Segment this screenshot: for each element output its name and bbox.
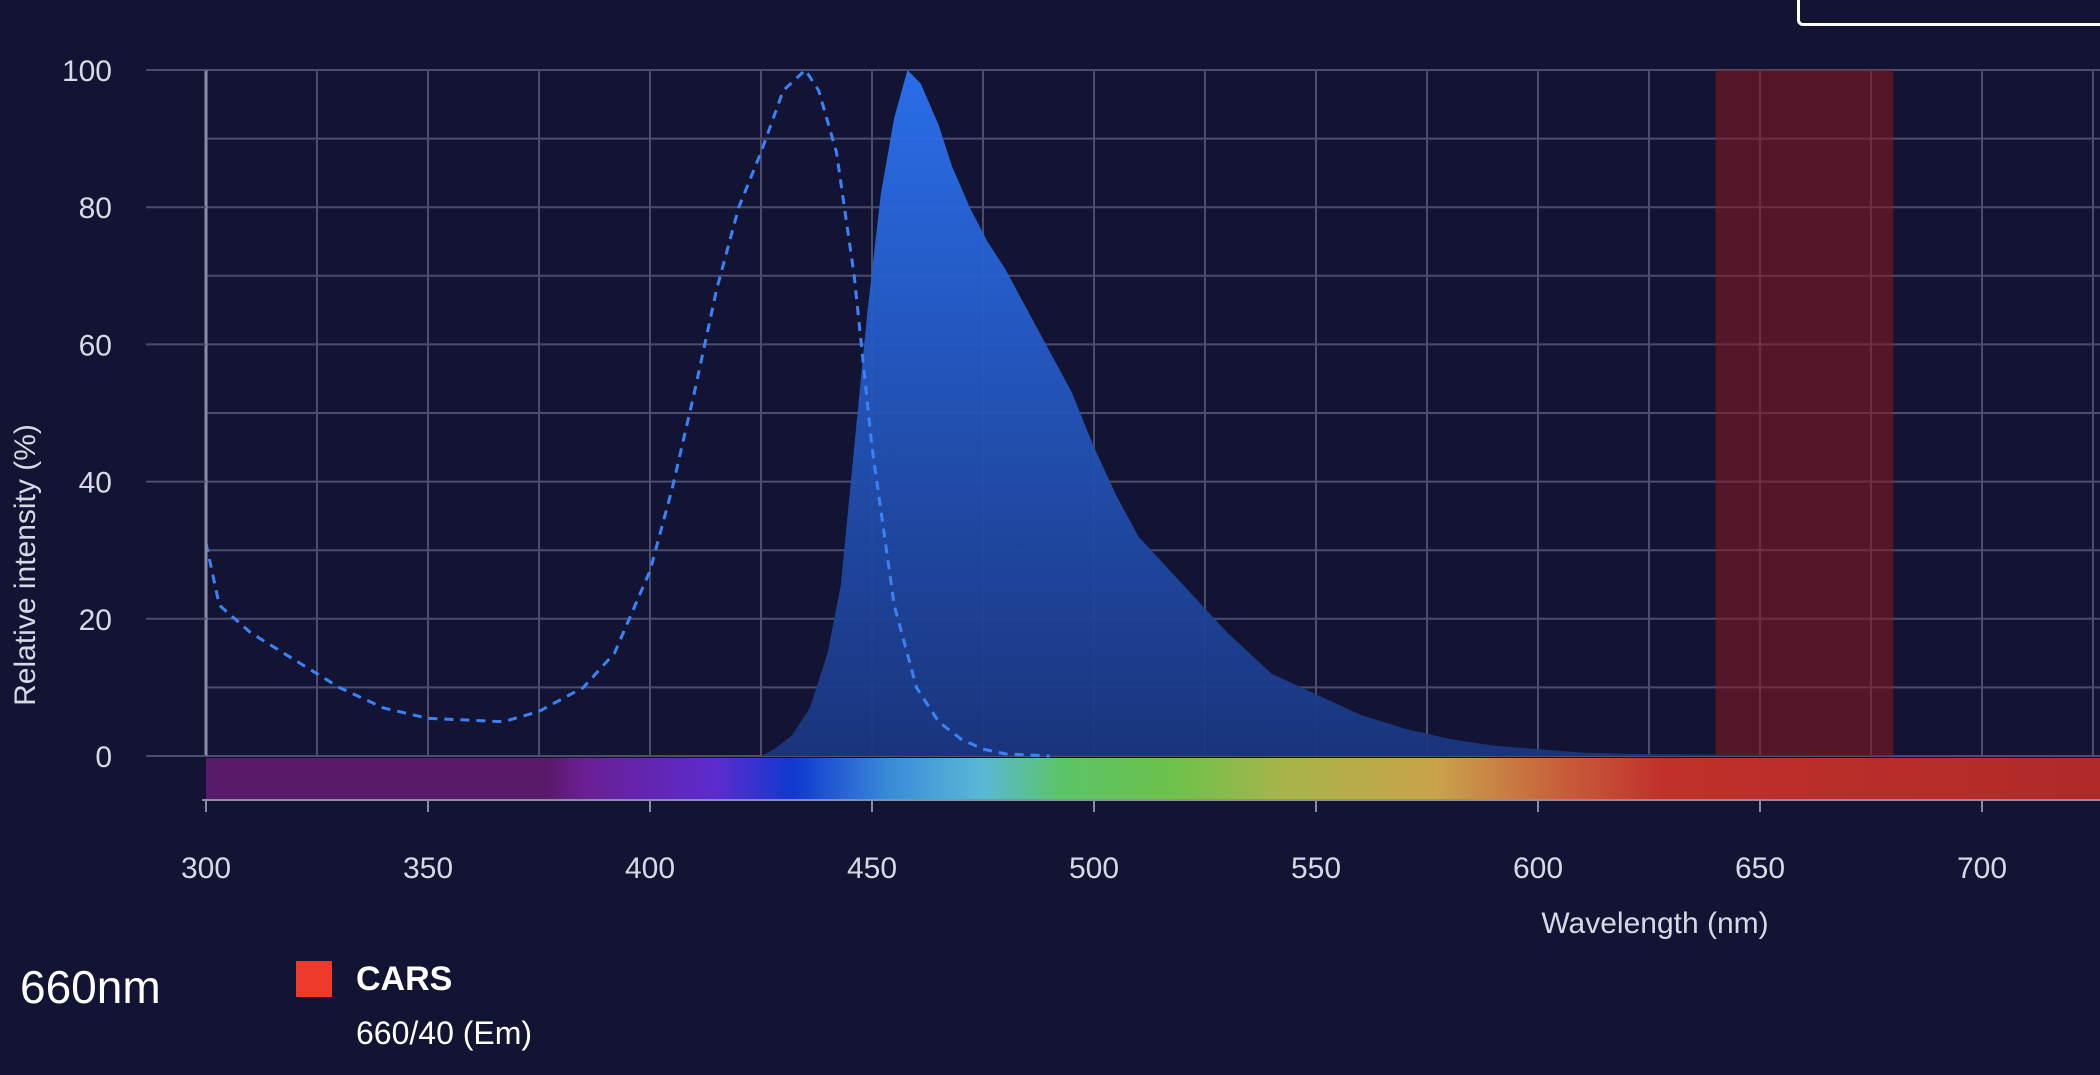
y-tick-label: 20 <box>79 604 112 637</box>
x-tick-label: 500 <box>1069 852 1119 885</box>
x-tick-label: 300 <box>181 852 231 885</box>
top-control-box[interactable] <box>1797 0 2100 26</box>
x-tick-label: 650 <box>1735 852 1785 885</box>
y-tick-label: 40 <box>79 467 112 500</box>
x-tick-label: 400 <box>625 852 675 885</box>
filter-band-660-40 <box>1715 70 1894 756</box>
tick-labels: 300 350 400 450 500 550 600 650 700 0 20 40 60 80 100 <box>62 55 2007 885</box>
x-tick-label: 600 <box>1513 852 1563 885</box>
legend-name: CARS <box>356 960 453 998</box>
excitation-spectrum-line <box>204 67 1050 758</box>
wavelength-readout: 660nm <box>20 961 161 1013</box>
y-axis-title: Relative intensity (%) <box>9 424 42 706</box>
y-tick-label: 0 <box>95 741 112 774</box>
y-tick-label: 100 <box>62 55 112 88</box>
emission-spectrum-area <box>761 70 2093 756</box>
x-tick-label: 350 <box>403 852 453 885</box>
x-tick-label: 550 <box>1291 852 1341 885</box>
y-tick-label: 80 <box>79 192 112 225</box>
axes <box>202 70 2100 801</box>
visible-spectrum-bar <box>206 758 2100 800</box>
x-tick-label: 700 <box>1957 852 2007 885</box>
legend-swatch <box>296 961 332 997</box>
legend-detail: 660/40 (Em) <box>356 1015 533 1051</box>
x-axis-title: Wavelength (nm) <box>1541 907 1768 940</box>
x-tick-label: 450 <box>847 852 897 885</box>
y-tick-label: 60 <box>79 329 112 362</box>
